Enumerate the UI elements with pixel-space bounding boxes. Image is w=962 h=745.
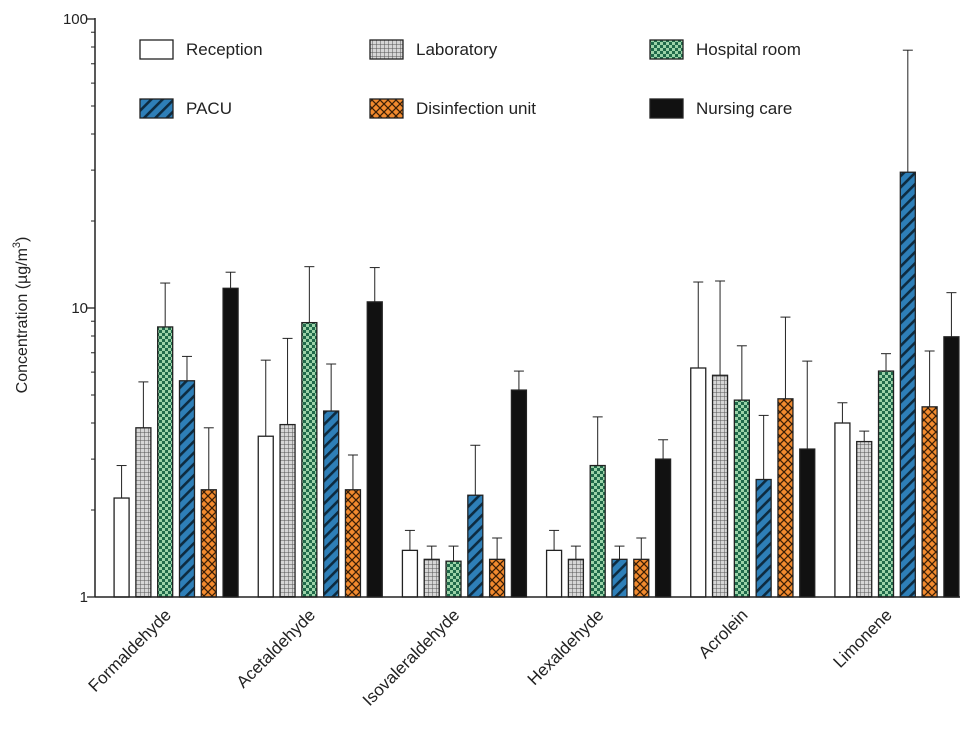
bar-acrolein-hospital-room xyxy=(733,399,750,598)
error-bars xyxy=(116,49,957,562)
x-tick-label-acetaldehyde: Acetaldehyde xyxy=(233,605,319,691)
bar-isovaleraldehyde-disinfection-unit xyxy=(488,558,506,598)
bar-acrolein-reception xyxy=(690,367,707,598)
bar-acetaldehyde-laboratory xyxy=(279,423,296,598)
bar-acrolein-pacu xyxy=(755,478,772,598)
bar-acetaldehyde-reception xyxy=(257,435,274,598)
bar-formaldehyde-reception xyxy=(113,497,130,598)
bars xyxy=(113,171,960,598)
bar-hexaldehyde-hospital-room xyxy=(589,464,606,598)
legend-label-reception: Reception xyxy=(186,40,263,59)
legend-label-nursing-care: Nursing care xyxy=(696,99,792,118)
bar-formaldehyde-disinfection-unit xyxy=(200,489,217,598)
bar-acrolein-nursing-care xyxy=(799,448,816,598)
bar-acetaldehyde-disinfection-unit xyxy=(344,489,362,598)
legend-label-disinfection-unit: Disinfection unit xyxy=(416,99,536,118)
x-tick-label-acrolein: Acrolein xyxy=(695,605,752,662)
y-tick-label: 1 xyxy=(80,589,88,606)
y-axis-title: Concentration (µg/m3) xyxy=(11,237,31,394)
bar-hexaldehyde-disinfection-unit xyxy=(633,558,650,598)
y-tick-label: 100 xyxy=(63,11,88,28)
bar-acrolein-laboratory xyxy=(711,374,729,598)
bar-limonene-hospital-room xyxy=(877,370,895,598)
legend-swatch-hospital-room xyxy=(649,39,684,60)
bar-acetaldehyde-nursing-care xyxy=(366,301,383,598)
bar-formaldehyde-laboratory xyxy=(135,427,152,598)
x-tick-label-hexaldehyde: Hexaldehyde xyxy=(524,605,608,689)
legend-swatch-laboratory xyxy=(369,39,404,60)
bar-limonene-pacu xyxy=(899,171,916,598)
bar-isovaleraldehyde-reception xyxy=(401,549,419,598)
legend-label-hospital-room: Hospital room xyxy=(696,40,801,59)
x-tick-label-isovaleraldehyde: Isovaleraldehyde xyxy=(359,605,463,709)
x-tick-label-formaldehyde: Formaldehyde xyxy=(85,605,175,695)
bar-limonene-nursing-care xyxy=(943,336,960,598)
bar-formaldehyde-hospital-room xyxy=(157,326,174,598)
y-axis-title-close: ) xyxy=(14,237,31,242)
legend-swatch-nursing-care xyxy=(649,98,684,119)
bar-formaldehyde-nursing-care xyxy=(222,287,239,598)
bar-isovaleraldehyde-nursing-care xyxy=(510,389,528,598)
y-axis-title-superscript: 3 xyxy=(11,242,23,248)
legend-swatch-pacu xyxy=(139,98,174,119)
legend-label-laboratory: Laboratory xyxy=(416,40,498,59)
bar-hexaldehyde-reception xyxy=(545,549,563,598)
bar-acetaldehyde-pacu xyxy=(322,410,340,598)
bar-limonene-reception xyxy=(834,422,851,598)
bar-isovaleraldehyde-laboratory xyxy=(423,558,440,598)
bar-hexaldehyde-pacu xyxy=(611,558,628,598)
bar-acrolein-disinfection-unit xyxy=(777,398,794,598)
legend-swatch-reception xyxy=(139,39,174,60)
bar-limonene-laboratory xyxy=(856,440,873,598)
bar-isovaleraldehyde-pacu xyxy=(467,494,484,598)
legend-swatch-disinfection-unit xyxy=(369,98,404,119)
legend-label-pacu: PACU xyxy=(186,99,232,118)
y-tick-label: 10 xyxy=(71,300,88,317)
legend: Reception Laboratory Hospital room PACU Disi… xyxy=(139,39,801,119)
bar-isovaleraldehyde-hospital-room xyxy=(445,560,462,598)
x-tick-label-limonene: Limonene xyxy=(830,605,896,671)
bar-acetaldehyde-hospital-room xyxy=(301,321,318,598)
bar-hexaldehyde-laboratory xyxy=(567,558,585,598)
bar-limonene-disinfection-unit xyxy=(921,406,938,598)
bar-formaldehyde-pacu xyxy=(178,380,196,598)
bar-hexaldehyde-nursing-care xyxy=(654,458,672,598)
